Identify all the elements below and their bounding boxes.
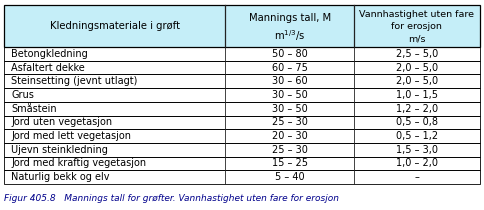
Bar [4,47,480,61]
Text: 1,0 – 2,0: 1,0 – 2,0 [396,159,438,168]
Text: Ujevn steinkledning: Ujevn steinkledning [11,145,108,155]
Text: Småstein: Småstein [11,104,57,114]
Bar [4,88,480,102]
Bar [4,157,480,170]
Text: m$^{1/3}$/s: m$^{1/3}$/s [274,28,305,43]
Text: Figur 405.8   Mannings tall for grøfter. Vannhastighet uten fare for erosjon: Figur 405.8 Mannings tall for grøfter. V… [4,194,339,203]
Text: 2,5 – 5,0: 2,5 – 5,0 [396,49,438,59]
Text: Steinsetting (jevnt utlagt): Steinsetting (jevnt utlagt) [11,76,137,86]
Bar [4,5,480,47]
Text: Jord uten vegetasjon: Jord uten vegetasjon [11,117,112,127]
Text: for erosjon: for erosjon [392,22,442,31]
Bar [4,170,480,184]
Text: 1,5 – 3,0: 1,5 – 3,0 [396,145,438,155]
Bar [4,143,480,157]
Text: Naturlig bekk og elv: Naturlig bekk og elv [11,172,109,182]
Text: 60 – 75: 60 – 75 [272,63,307,73]
Bar [4,5,480,47]
Text: –: – [414,172,419,182]
Bar [4,75,480,88]
Text: 50 – 80: 50 – 80 [272,49,307,59]
Text: 1,2 – 2,0: 1,2 – 2,0 [396,104,438,114]
Text: Vannhastighet uten fare: Vannhastighet uten fare [360,10,474,19]
Text: 25 – 30: 25 – 30 [272,145,307,155]
Text: Mannings tall, M: Mannings tall, M [249,13,331,23]
Text: Kledningsmateriale i grøft: Kledningsmateriale i grøft [50,21,180,31]
Text: 30 – 60: 30 – 60 [272,76,307,86]
Text: 30 – 50: 30 – 50 [272,104,307,114]
Bar [4,102,480,116]
Text: 0,5 – 0,8: 0,5 – 0,8 [396,117,438,127]
Text: m/s: m/s [408,34,426,43]
Bar [4,129,480,143]
Text: 20 – 30: 20 – 30 [272,131,307,141]
Text: Jord med lett vegetasjon: Jord med lett vegetasjon [11,131,131,141]
Text: 5 – 40: 5 – 40 [275,172,304,182]
Text: Asfaltert dekke: Asfaltert dekke [11,63,85,73]
Text: 1,0 – 1,5: 1,0 – 1,5 [396,90,438,100]
Bar [4,116,480,129]
Text: Betongkledning: Betongkledning [11,49,88,59]
Text: 0,5 – 1,2: 0,5 – 1,2 [396,131,438,141]
Text: Grus: Grus [11,90,34,100]
Bar [4,61,480,75]
Text: 2,0 – 5,0: 2,0 – 5,0 [396,63,438,73]
Text: Jord med kraftig vegetasjon: Jord med kraftig vegetasjon [11,159,146,168]
Text: 25 – 30: 25 – 30 [272,117,307,127]
Text: 2,0 – 5,0: 2,0 – 5,0 [396,76,438,86]
Text: 15 – 25: 15 – 25 [272,159,308,168]
Text: 30 – 50: 30 – 50 [272,90,307,100]
